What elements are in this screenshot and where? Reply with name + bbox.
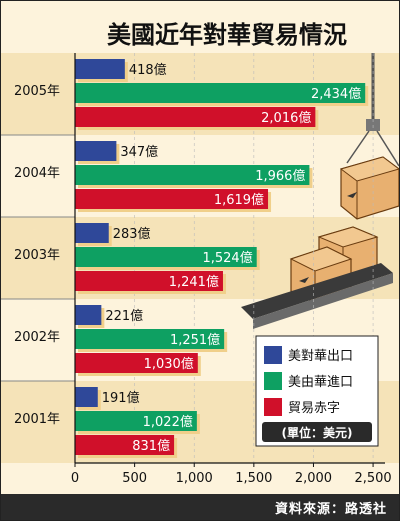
category-label: 2003年 [14,248,60,263]
crane-sling-right [376,130,399,167]
data-label: 1,966億 [255,168,305,184]
unit-note-bg [262,422,372,442]
bar [75,83,366,103]
bar [75,59,125,79]
x-tick-label: 1,000 [176,471,213,486]
cargo-crane-illustration [241,53,399,329]
bar [75,165,310,185]
data-label: 831億 [132,438,170,454]
data-label: 418億 [129,62,167,78]
bar [75,247,257,267]
data-label: 2,434億 [311,86,361,102]
data-label: 1,022億 [143,414,193,430]
data-label: 1,251億 [170,332,220,348]
data-label: 283億 [113,226,151,242]
legend-label: 貿易赤字 [288,401,340,416]
data-label: 1,524億 [202,250,252,266]
data-label: 2,016億 [261,110,311,126]
data-label: 347億 [120,144,158,160]
category-label: 2004年 [14,166,60,181]
bar [75,411,197,431]
legend-swatch [264,398,282,416]
category-label: 2001年 [14,412,60,427]
source-bar: 資料來源：路透社 [1,494,399,520]
unit-note: (單位：美元) [282,425,353,440]
bar [75,353,198,373]
category-label: 2005年 [14,84,60,99]
x-tick-label: 1,500 [235,471,272,486]
bar [75,305,102,325]
bar [75,271,223,291]
source-text: 資料來源：路透社 [274,502,387,517]
bar [75,329,225,349]
bar [75,107,316,127]
x-tick-label: 0 [71,471,79,486]
data-label: 221億 [105,308,143,324]
x-tick-label: 500 [122,471,147,486]
data-label: 1,619億 [214,192,264,208]
legend-label: 美對華出口 [288,349,353,364]
data-label: 1,030億 [144,356,194,372]
bar [75,141,117,161]
data-label: 1,241億 [169,274,219,290]
category-label: 2002年 [14,330,60,345]
chart-title: 美國近年對華貿易情況 [107,21,347,49]
crate-hanging [339,156,399,220]
legend-swatch [264,372,282,390]
legend-swatch [264,346,282,364]
x-tick-label: 2,500 [354,471,391,486]
bar [75,435,175,455]
conveyor-belt [241,263,393,329]
crane-sling-left [346,130,370,164]
bar [75,387,98,407]
bar [75,189,269,209]
bar [75,223,109,243]
data-label: 191億 [102,390,140,406]
x-tick-label: 2,000 [295,471,332,486]
legend-label: 美由華進口 [288,375,353,390]
